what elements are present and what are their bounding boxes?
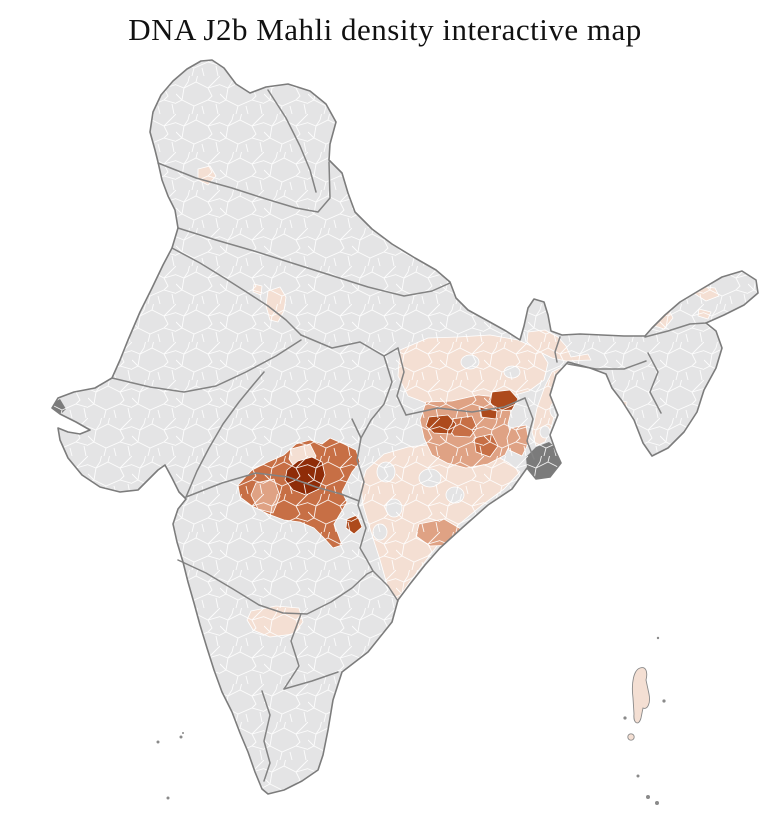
andaman-islands[interactable] (627, 667, 650, 741)
lakshadweep-islands (156, 732, 184, 800)
page-title: DNA J2b Mahli density interactive map (128, 12, 642, 47)
state-borders (111, 89, 707, 782)
district-borders-mesh (52, 60, 758, 794)
small-islets (623, 636, 666, 805)
